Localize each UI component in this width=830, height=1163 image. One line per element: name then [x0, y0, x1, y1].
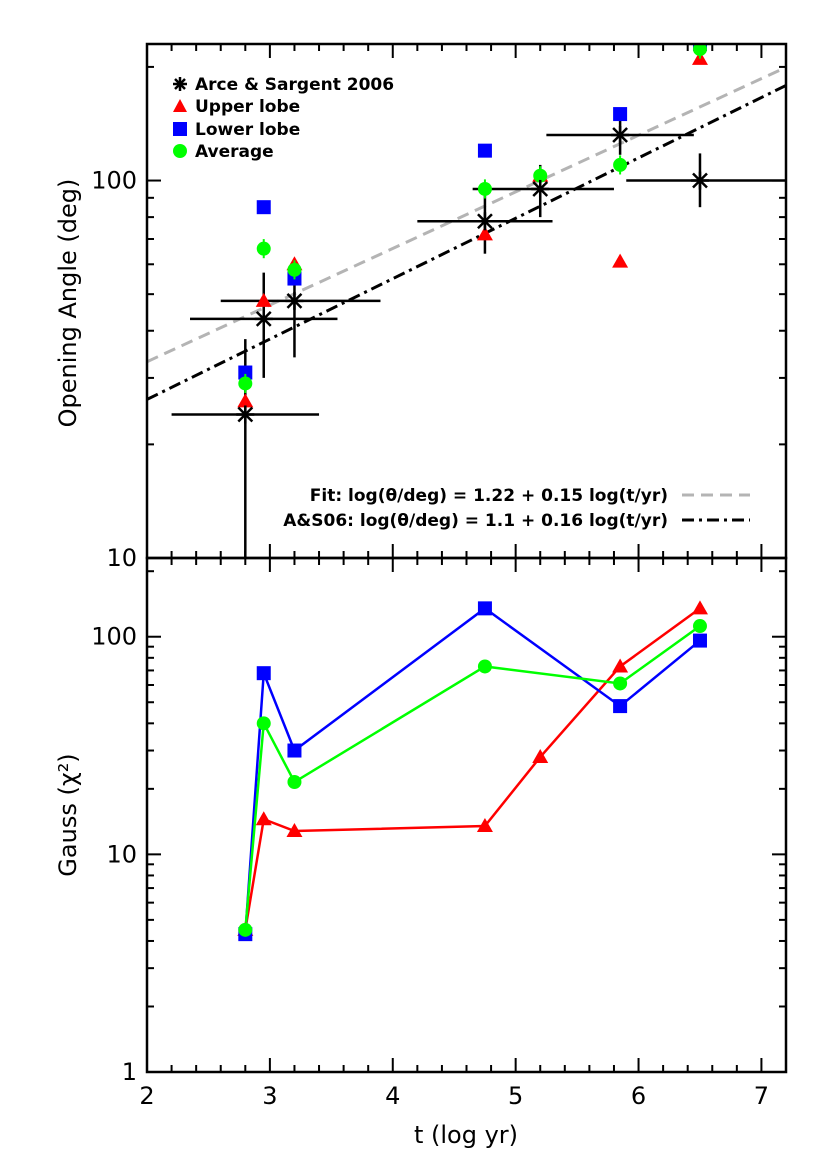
x-tick-label: 3	[262, 1082, 277, 1110]
lower-lobe-point	[256, 200, 271, 215]
x-tick-label: 4	[385, 1082, 400, 1110]
average-point	[477, 659, 492, 674]
average-point	[613, 676, 628, 691]
bottom-axes: 2 3 4 5 6 7 1 10 100	[91, 556, 788, 1110]
legend-triangle-marker	[173, 99, 187, 112]
lower-lobe-point	[692, 633, 707, 648]
legend-label-average: Average	[195, 142, 274, 162]
series-lines	[244, 606, 701, 935]
x-tick-label: 6	[631, 1082, 646, 1110]
legend-item-average: Average	[173, 142, 274, 162]
average-point	[692, 619, 707, 634]
average-point	[238, 922, 253, 937]
legend-label-arce: Arce & Sargent 2006	[195, 75, 394, 95]
arce-point	[531, 179, 550, 198]
series-markers	[237, 600, 708, 942]
arce-point	[285, 291, 304, 310]
legend-item-upper: Upper lobe	[173, 97, 300, 117]
upper-lobe-point	[476, 226, 493, 241]
as06-fit-line	[147, 84, 786, 401]
upper-lobe-point	[612, 658, 629, 673]
legend-asterisk-marker	[173, 77, 187, 91]
lower-lobe-point	[477, 601, 492, 616]
x-tick-label: 2	[139, 1082, 154, 1110]
fit-legend: Fit: log(θ/deg) = 1.22 + 0.15 log(t/yr) …	[283, 486, 750, 531]
opening-angle-panel: 10 100 Opening Angle (deg) Arce & Sargent…	[54, 42, 788, 572]
arce-point	[611, 126, 630, 145]
fit-lines	[147, 65, 786, 401]
legend: Arce & Sargent 2006 Upper lobe Lower lob…	[173, 75, 394, 162]
legend-square-marker	[173, 122, 187, 136]
average-line	[244, 624, 701, 930]
legend-circle-marker	[173, 144, 187, 158]
legend-label-lower: Lower lobe	[195, 120, 300, 140]
upper-lobe-point	[532, 749, 549, 764]
upper-lobe-point	[612, 253, 629, 268]
y-tick-label: 100	[91, 623, 137, 651]
y-tick-label: 100	[91, 167, 137, 195]
fit-line	[147, 65, 786, 364]
upper-lobe-point	[691, 600, 708, 615]
upper-lobe-point	[255, 811, 272, 826]
average-point	[256, 716, 271, 731]
legend-item-lower: Lower lobe	[173, 120, 300, 140]
y-tick-label: 10	[106, 544, 137, 572]
lower-lobe-point	[256, 666, 271, 681]
arce-point	[254, 309, 273, 328]
x-tick-label: 7	[754, 1082, 769, 1110]
upper-lobe-point	[286, 823, 303, 838]
lower-lobe-point	[238, 365, 253, 380]
fit-label: Fit: log(θ/deg) = 1.22 + 0.15 log(t/yr)	[310, 486, 668, 506]
x-tick-label: 5	[508, 1082, 523, 1110]
plot-frame	[145, 556, 788, 1074]
as06-label: A&S06: log(θ/deg) = 1.1 + 0.16 log(t/yr)	[283, 511, 668, 531]
arce-point	[475, 212, 494, 231]
x-axis-label: t (log yr)	[414, 1121, 518, 1149]
upper-lobe-point	[255, 292, 272, 307]
lower-lobe-line	[244, 606, 701, 935]
arce-point	[690, 171, 709, 190]
gauss-panel: 2 3 4 5 6 7 1 10 100 Gauss (χ²) t (log yr)	[54, 556, 788, 1149]
arce-point	[236, 405, 255, 424]
upper-lobe-point	[237, 393, 254, 408]
average-point	[287, 775, 302, 790]
legend-label-upper: Upper lobe	[195, 97, 300, 117]
y-axis-label-bottom: Gauss (χ²)	[54, 753, 82, 876]
data-markers	[236, 44, 709, 424]
y-axis-label-top: Opening Angle (deg)	[54, 179, 82, 428]
lower-lobe-point	[613, 107, 628, 122]
y-tick-label: 10	[106, 840, 137, 868]
upper-lobe-point	[476, 817, 493, 832]
legend-item-arce: Arce & Sargent 2006	[173, 75, 394, 95]
lower-lobe-point	[287, 743, 302, 758]
lower-lobe-point	[477, 143, 492, 158]
lower-lobe-point	[613, 699, 628, 714]
y-tick-label: 1	[122, 1058, 137, 1086]
